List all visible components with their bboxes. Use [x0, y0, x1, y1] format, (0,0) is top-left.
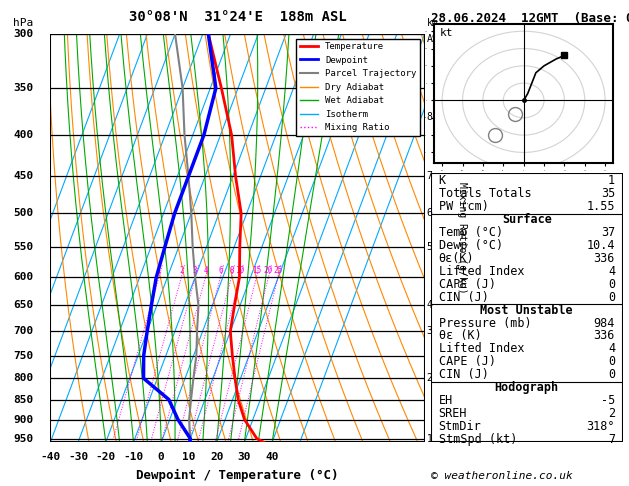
Text: -20: -20 — [96, 452, 116, 463]
Text: Totals Totals: Totals Totals — [438, 187, 531, 200]
Text: Lifted Index: Lifted Index — [438, 265, 524, 278]
Text: CIN (J): CIN (J) — [438, 291, 488, 304]
Text: EH: EH — [438, 394, 453, 407]
Text: StmSpd (kt): StmSpd (kt) — [438, 433, 517, 446]
Text: 8: 8 — [229, 266, 233, 275]
Text: Lifted Index: Lifted Index — [438, 343, 524, 355]
Text: 10: 10 — [235, 266, 245, 275]
Text: 0: 0 — [608, 291, 615, 304]
Text: 1.55: 1.55 — [586, 200, 615, 213]
Text: 6: 6 — [426, 208, 432, 218]
Text: 8: 8 — [426, 112, 432, 122]
Text: 500: 500 — [13, 208, 33, 218]
Text: Temp (°C): Temp (°C) — [438, 226, 503, 239]
Text: 336: 336 — [594, 252, 615, 265]
Text: Surface: Surface — [502, 213, 552, 226]
Legend: Temperature, Dewpoint, Parcel Trajectory, Dry Adiabat, Wet Adiabat, Isotherm, Mi: Temperature, Dewpoint, Parcel Trajectory… — [296, 38, 420, 136]
Text: 318°: 318° — [586, 420, 615, 433]
Text: K: K — [438, 174, 446, 187]
Text: 3: 3 — [426, 327, 432, 336]
Text: © weatheronline.co.uk: © weatheronline.co.uk — [431, 471, 572, 481]
Text: θε (K): θε (K) — [438, 330, 481, 343]
Text: 450: 450 — [13, 172, 33, 181]
Text: Hodograph: Hodograph — [495, 382, 559, 394]
Text: 2: 2 — [426, 373, 432, 383]
Text: 3: 3 — [193, 266, 198, 275]
Text: 4: 4 — [608, 265, 615, 278]
Text: 4: 4 — [203, 266, 208, 275]
Text: ASL: ASL — [426, 34, 444, 44]
Text: 400: 400 — [13, 130, 33, 140]
Text: 750: 750 — [13, 350, 33, 361]
Text: 35: 35 — [601, 187, 615, 200]
Text: 28.06.2024  12GMT  (Base: 06): 28.06.2024 12GMT (Base: 06) — [431, 12, 629, 25]
Text: 950: 950 — [13, 434, 33, 444]
Text: 2: 2 — [608, 407, 615, 420]
Text: 1: 1 — [157, 266, 161, 275]
Text: StmDir: StmDir — [438, 420, 481, 433]
Text: 15: 15 — [252, 266, 261, 275]
Text: 700: 700 — [13, 327, 33, 336]
Text: 600: 600 — [13, 272, 33, 282]
Text: Dewpoint / Temperature (°C): Dewpoint / Temperature (°C) — [136, 469, 338, 482]
Text: 650: 650 — [13, 300, 33, 311]
Text: Dewp (°C): Dewp (°C) — [438, 239, 503, 252]
Text: 7: 7 — [608, 433, 615, 446]
Text: Ʋ: Ʋ — [434, 137, 442, 150]
Text: 5: 5 — [426, 242, 432, 252]
Text: 0: 0 — [158, 452, 165, 463]
Text: 4: 4 — [426, 300, 432, 311]
Text: SREH: SREH — [438, 407, 467, 420]
Text: 1: 1 — [426, 434, 432, 444]
Text: -40: -40 — [40, 452, 60, 463]
Text: 850: 850 — [13, 395, 33, 404]
Text: 6: 6 — [218, 266, 223, 275]
Text: -5: -5 — [601, 394, 615, 407]
Text: 40: 40 — [265, 452, 279, 463]
Text: CIN (J): CIN (J) — [438, 368, 488, 382]
Text: -30: -30 — [68, 452, 88, 463]
Text: 0: 0 — [608, 368, 615, 382]
Text: 25: 25 — [273, 266, 282, 275]
Text: 4: 4 — [608, 343, 615, 355]
Text: CAPE (J): CAPE (J) — [438, 278, 496, 291]
Text: 1: 1 — [608, 174, 615, 187]
Text: Mixing Ratio (g/kg): Mixing Ratio (g/kg) — [457, 182, 467, 294]
Text: 0: 0 — [608, 355, 615, 368]
Text: hPa: hPa — [13, 18, 33, 28]
Text: 984: 984 — [594, 316, 615, 330]
Text: PW (cm): PW (cm) — [438, 200, 488, 213]
Text: θε(K): θε(K) — [438, 252, 474, 265]
Text: Most Unstable: Most Unstable — [481, 304, 573, 316]
Text: 2: 2 — [179, 266, 184, 275]
Text: km: km — [426, 18, 438, 28]
Text: 300: 300 — [13, 29, 33, 39]
Text: 7: 7 — [426, 172, 432, 181]
Text: 336: 336 — [594, 330, 615, 343]
Text: 900: 900 — [13, 415, 33, 425]
Text: 800: 800 — [13, 373, 33, 383]
Text: 20: 20 — [264, 266, 273, 275]
Text: 30: 30 — [238, 452, 251, 463]
Text: 550: 550 — [13, 242, 33, 252]
Text: 10.4: 10.4 — [586, 239, 615, 252]
Text: 37: 37 — [601, 226, 615, 239]
Text: 30°08'N  31°24'E  188m ASL: 30°08'N 31°24'E 188m ASL — [128, 10, 347, 24]
Text: 0: 0 — [608, 278, 615, 291]
Text: CAPE (J): CAPE (J) — [438, 355, 496, 368]
Text: Pressure (mb): Pressure (mb) — [438, 316, 531, 330]
Text: Ʋ: Ʋ — [434, 105, 442, 120]
Text: 350: 350 — [13, 83, 33, 93]
Text: -10: -10 — [123, 452, 143, 463]
Text: 20: 20 — [210, 452, 223, 463]
Text: kt: kt — [440, 29, 453, 38]
Text: 10: 10 — [182, 452, 196, 463]
